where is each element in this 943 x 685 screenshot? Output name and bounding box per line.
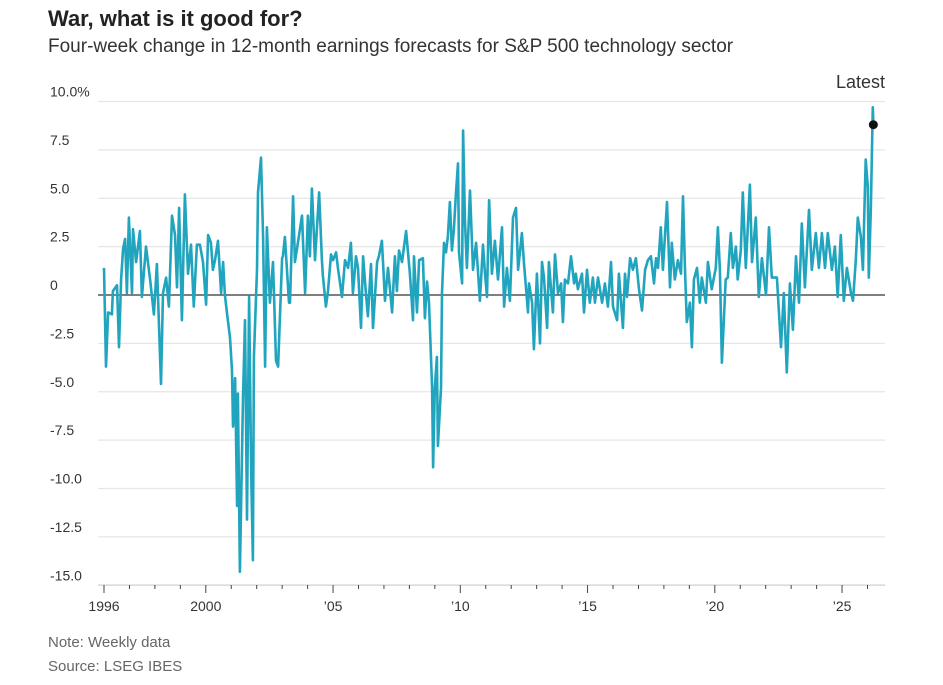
y-tick-label: -12.5 — [50, 519, 82, 535]
x-tick-label: ’20 — [705, 598, 724, 614]
y-tick-label: -10.0 — [50, 471, 82, 487]
y-tick-label: 10.0% — [50, 84, 90, 100]
x-tick-label: ’15 — [578, 598, 597, 614]
latest-label: Latest — [836, 72, 885, 92]
note: Note: Weekly data — [48, 634, 171, 651]
x-tick-label: 1996 — [88, 598, 119, 614]
y-tick-label: -2.5 — [50, 325, 74, 341]
y-tick-label: -7.5 — [50, 422, 74, 438]
y-tick-label: 0 — [50, 277, 58, 293]
chart-subtitle: Four-week change in 12-month earnings fo… — [48, 36, 734, 57]
x-tick-label: ’25 — [833, 598, 852, 614]
source: Source: LSEG IBES — [48, 658, 183, 675]
gridlines — [98, 100, 885, 586]
series-line — [102, 106, 875, 573]
x-axis: 1996 2000 ’05 ’10 ’15 ’20 ’25 — [88, 584, 885, 614]
x-tick-label: 2000 — [190, 598, 221, 614]
x-tick-label: ’10 — [451, 598, 470, 614]
latest-point — [868, 120, 878, 130]
y-tick-label: 5.0 — [50, 180, 70, 196]
chart-title: War, what is it good for? — [48, 6, 303, 31]
x-tick-label: ’05 — [324, 598, 343, 614]
y-tick-label: -15.0 — [50, 567, 82, 583]
y-tick-label: 2.5 — [50, 229, 70, 245]
y-tick-label: -5.0 — [50, 374, 74, 390]
y-tick-label: 7.5 — [50, 132, 70, 148]
y-axis-ticks: 10.0% 7.5 5.0 2.5 0 -2.5 -5.0 -7.5 -10.0 -12.5 -15… — [50, 84, 90, 584]
